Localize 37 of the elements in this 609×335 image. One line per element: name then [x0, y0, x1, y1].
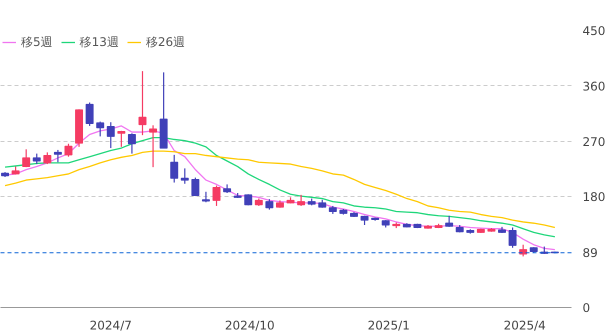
candlestick [86, 102, 94, 127]
candlestick [128, 132, 136, 154]
candlestick [180, 168, 189, 184]
candlestick [32, 153, 41, 165]
candlestick [191, 177, 200, 197]
legend-label: 移13週 [80, 34, 119, 50]
y-tick-label: 270 [582, 134, 606, 149]
y-tick-label: 360 [582, 79, 606, 94]
candlestick [212, 185, 220, 207]
y-tick-label: 450 [582, 24, 606, 38]
line-series [4, 150, 556, 228]
legend-label: 移26週 [146, 34, 186, 50]
ref-line-label: 89 [582, 246, 598, 260]
candlestick [43, 152, 52, 165]
candlestick [64, 143, 72, 158]
x-tick-label: 2025/1 [368, 318, 410, 332]
candlestick [202, 191, 210, 203]
candlestick [265, 198, 274, 210]
candlestick [297, 194, 306, 207]
candlestick [22, 148, 30, 168]
candlestick [170, 154, 178, 184]
y-tick-label: 180 [582, 190, 606, 204]
candlestick [244, 194, 252, 206]
candlestick [508, 226, 517, 248]
x-tick-label: 2024/7 [90, 318, 132, 332]
x-tick-label: 2025/4 [504, 318, 546, 332]
candlestick [117, 130, 126, 148]
legend-label: 移5週 [21, 34, 53, 50]
candlestick [138, 70, 146, 136]
candlestick [96, 121, 104, 137]
candlestick [106, 122, 115, 149]
y-tick-label: 0 [582, 301, 590, 315]
candlestick [149, 124, 158, 168]
x-tick-label: 2024/10 [224, 318, 275, 332]
candlestick [445, 215, 454, 228]
candlestick [54, 149, 62, 163]
candlestick [519, 244, 528, 258]
